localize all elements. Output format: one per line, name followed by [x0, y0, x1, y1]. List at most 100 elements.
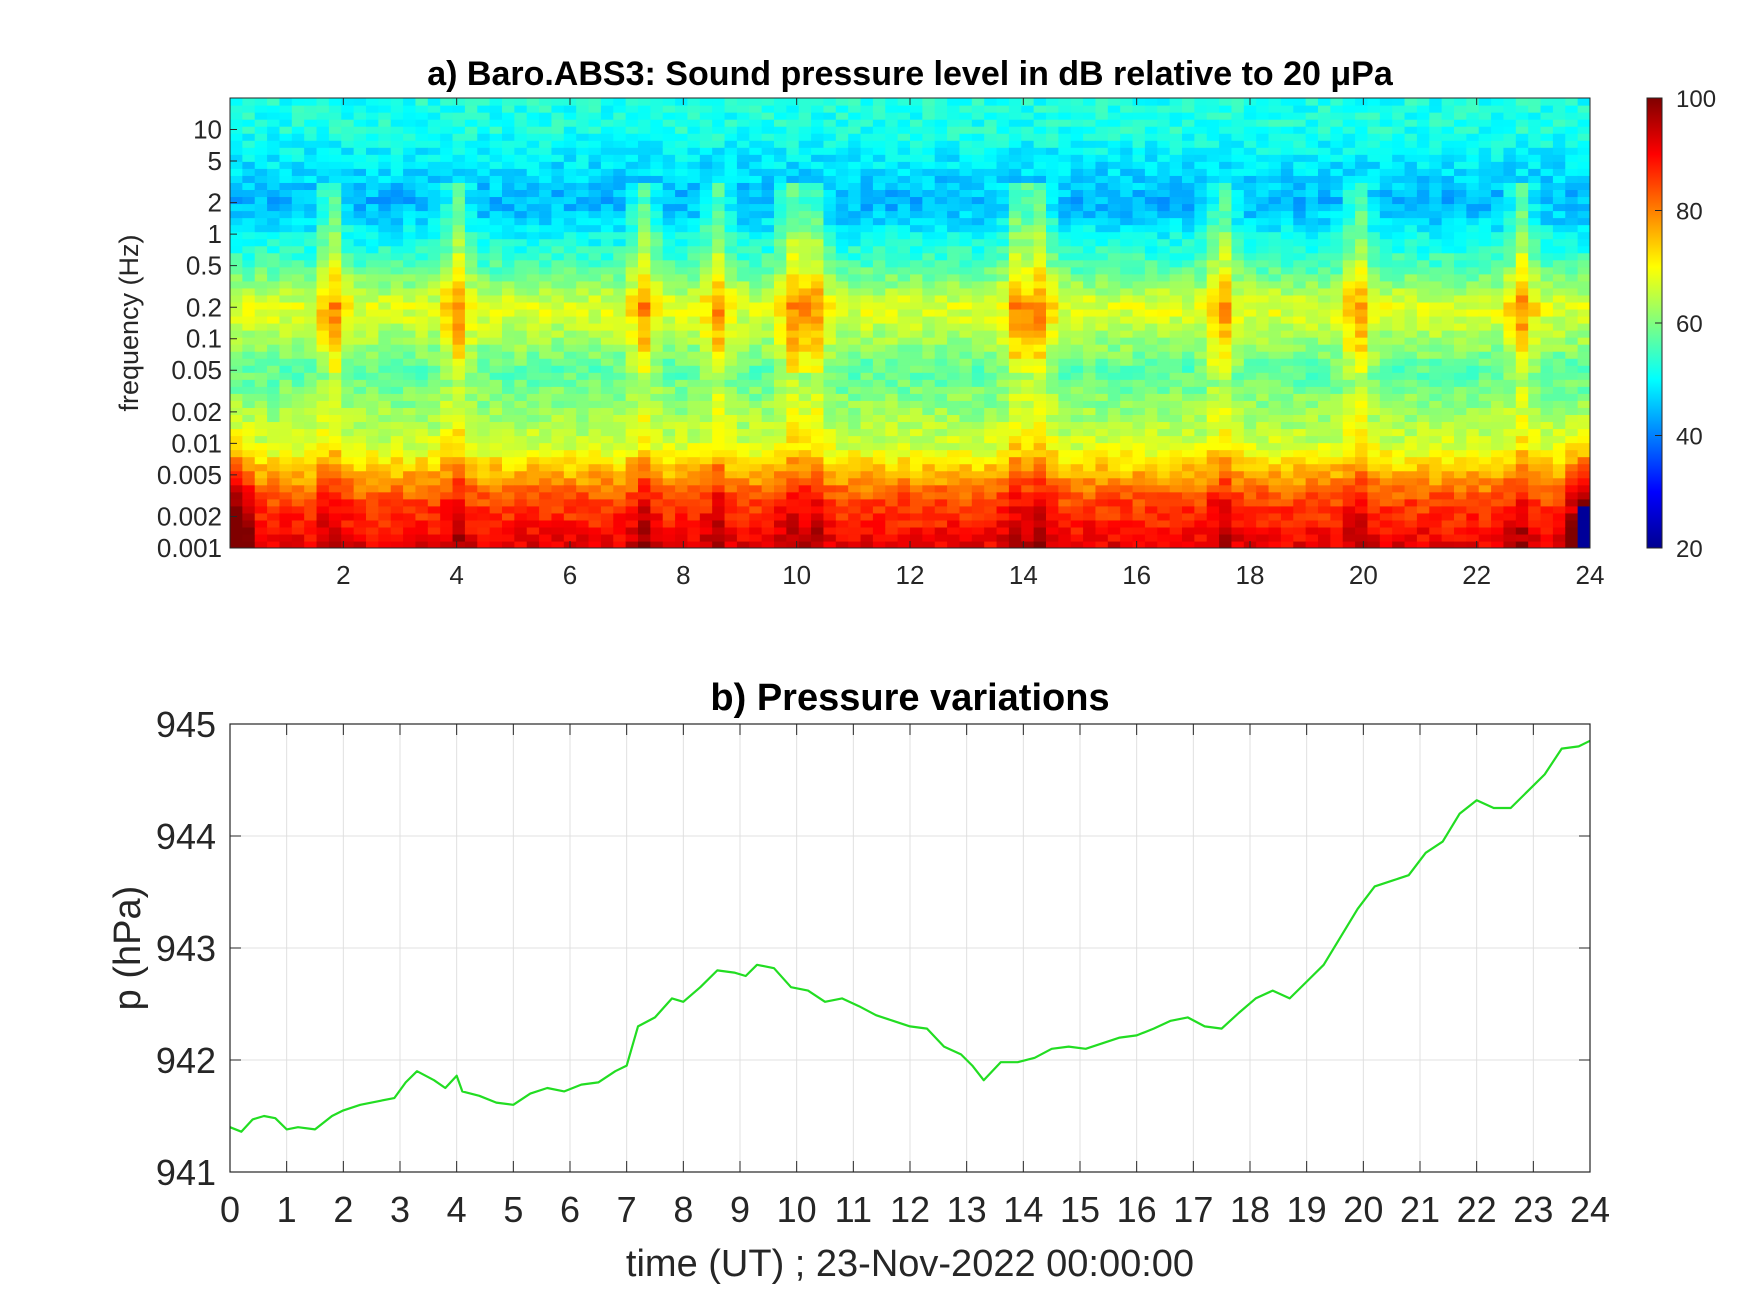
spectrogram-cell: [971, 358, 985, 366]
spectrogram-cell: [996, 505, 1010, 514]
spectrogram-cell: [823, 301, 837, 310]
spectrogram-cell: [254, 393, 268, 401]
spectrogram-cell: [1132, 245, 1146, 254]
spectrogram-cell: [378, 189, 392, 198]
spectrogram-cell: [996, 351, 1010, 359]
spectrogram-cell: [267, 365, 281, 373]
spectrogram-cell: [823, 245, 837, 254]
spectrogram-cell: [823, 238, 837, 247]
spectrogram-cell: [749, 301, 763, 310]
spectrogram-cell: [600, 351, 614, 359]
spectrogram-cell: [712, 210, 726, 219]
spectrogram-cell: [242, 224, 256, 233]
spectrogram-cell: [526, 112, 540, 120]
spectrogram-cell: [699, 498, 713, 507]
spectrogram-cell: [971, 477, 985, 486]
spectrogram-cell: [600, 161, 614, 169]
spectrogram-cell: [316, 266, 330, 275]
spectrogram-cell: [440, 105, 454, 113]
spectrogram-cell: [291, 519, 305, 528]
spectrogram-cell: [1033, 98, 1047, 106]
spectrogram-cell: [934, 386, 948, 394]
spectrogram-cell: [1144, 428, 1158, 437]
spectrogram-cell: [774, 98, 787, 106]
spectrogram-cell: [650, 182, 664, 191]
spectrogram-cell: [638, 435, 651, 444]
spectrogram-cell: [1107, 133, 1121, 141]
spectrogram-cell: [230, 323, 243, 331]
spectrogram-cell: [798, 280, 812, 289]
spectrogram-cell: [279, 147, 293, 155]
spectrogram-cell: [823, 477, 837, 486]
spectrogram-cell: [712, 147, 726, 155]
spectrogram-cell: [687, 393, 701, 401]
spectrogram-cell: [910, 456, 923, 465]
spectrogram-cell: [576, 428, 590, 437]
spectrogram-cell: [749, 393, 763, 401]
spectrogram-cell: [464, 449, 478, 458]
spectrogram-cell: [638, 154, 651, 162]
spectrogram-cell: [1144, 400, 1158, 408]
spectrogram-cell: [477, 323, 491, 331]
spectrogram-cell: [427, 280, 441, 289]
spectrogram-cell: [502, 449, 515, 458]
spectrogram-cell: [279, 245, 293, 254]
spectrogram-cell: [736, 140, 750, 148]
spectrogram-cell: [1182, 147, 1195, 155]
spectrogram-cell: [675, 112, 689, 120]
spectrogram-cell: [922, 273, 936, 282]
spectrogram-cell: [798, 238, 812, 247]
spectrogram-cell: [736, 435, 750, 444]
spectrogram-cell: [934, 126, 948, 134]
spectrogram-cell: [588, 126, 602, 134]
spectrogram-cell: [1083, 252, 1097, 261]
spectrogram-cell: [514, 196, 528, 205]
spectrogram-cell: [675, 393, 689, 401]
spectrogram-cell: [1182, 210, 1195, 219]
spectrogram-cell: [1144, 315, 1158, 324]
spectrogram-cell: [1008, 435, 1022, 444]
spectrogram-cell: [959, 252, 973, 261]
spectrogram-cell: [378, 308, 392, 317]
spectrogram-cell: [526, 175, 540, 183]
spectrogram-cell: [1021, 470, 1035, 479]
spectrogram-cell: [910, 344, 923, 352]
spectrogram-cell: [724, 484, 738, 493]
spectrogram-cell: [749, 463, 763, 472]
spectrogram-cell: [1132, 372, 1146, 380]
spectrogram-cell: [254, 238, 268, 247]
spectrogram-cell: [254, 245, 268, 254]
spectrogram-cell: [452, 498, 466, 507]
spectrogram-cell: [736, 372, 750, 380]
spectrogram-cell: [823, 133, 837, 141]
spectrogram-cell: [378, 238, 392, 247]
spectrogram-cell: [242, 386, 256, 394]
spectrogram-cell: [885, 533, 899, 542]
spectrogram-cell: [934, 421, 948, 430]
spectrogram-cell: [427, 498, 441, 507]
spectrogram-cell: [353, 484, 367, 493]
spectrogram-cell: [1021, 175, 1035, 183]
spectrogram-cell: [328, 287, 342, 296]
spectrogram-cell: [625, 147, 639, 155]
spectrogram-cell: [625, 154, 639, 162]
spectrogram-cell: [353, 414, 367, 423]
spectrogram-cell: [650, 442, 664, 451]
spectrogram-cell: [687, 435, 701, 444]
spectrogram-cell: [922, 147, 936, 155]
spectrogram-cell: [1058, 224, 1072, 233]
spectrogram-cell: [576, 140, 590, 148]
spectrogram-cell: [279, 379, 293, 387]
spectrogram-cell: [823, 393, 837, 401]
spectrogram-cell: [1107, 210, 1121, 219]
spectrogram-cell: [835, 217, 849, 226]
spectrogram-cell: [1083, 526, 1097, 535]
spectrogram-cell: [1182, 421, 1195, 430]
spectrogram-cell: [1095, 203, 1109, 212]
spectrogram-cell: [971, 498, 985, 507]
spectrogram-cell: [922, 98, 936, 106]
spectrogram-cell: [736, 182, 750, 191]
spectrogram-cell: [1058, 505, 1072, 514]
spectrogram-cell: [1008, 505, 1022, 514]
spectrogram-cell: [971, 287, 985, 296]
